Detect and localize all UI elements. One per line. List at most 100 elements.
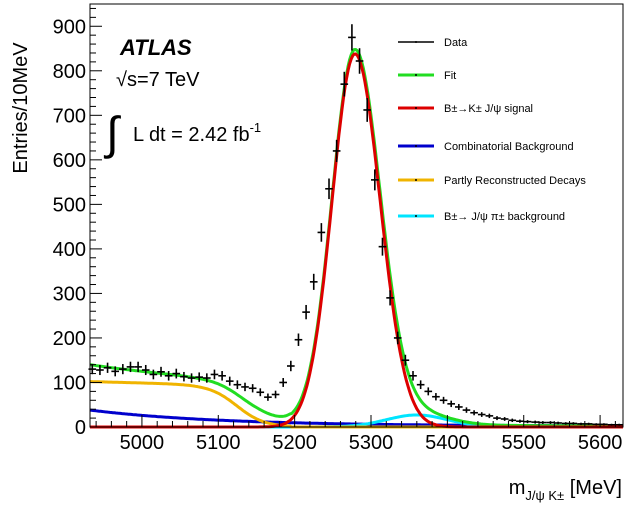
data-point	[485, 413, 494, 419]
axis-ticks	[90, 7, 616, 428]
y-axis-label: Entries/10MeV	[10, 42, 32, 174]
data-point	[546, 421, 555, 424]
x-tick-label: 5600	[578, 432, 623, 454]
tick-labels: 0 100 200 300 400 500 600 700 800 900 5000 5100 5200…	[53, 16, 623, 454]
data-point	[309, 273, 318, 290]
data-point	[218, 371, 226, 381]
y-tick-label: 400	[53, 239, 86, 261]
data-point	[294, 333, 303, 346]
data-point	[348, 24, 356, 51]
y-tick-label: 300	[53, 283, 86, 305]
data-point	[317, 223, 326, 242]
y-tick-label: 500	[53, 194, 86, 216]
data-point	[187, 373, 196, 383]
data-point	[477, 412, 486, 417]
data-point	[119, 364, 127, 375]
data-point	[279, 378, 288, 387]
data-point	[470, 410, 478, 416]
data-point	[493, 416, 501, 421]
data-point	[203, 373, 211, 383]
data-point	[432, 393, 440, 401]
plot-frame	[89, 3, 624, 428]
data-point	[424, 387, 433, 396]
integral-sign: ∫	[103, 107, 121, 159]
x-tick-label: 5400	[425, 432, 470, 454]
legend: Data Fit B±→K± J/ψ signal Combinatorial Bac…	[398, 37, 586, 223]
legend-entry: Combinatorial Background	[398, 141, 574, 153]
data-point	[439, 396, 448, 404]
x-tick-label: 5500	[501, 432, 546, 454]
data-point	[233, 380, 242, 390]
x-tick-label: 5300	[349, 432, 394, 454]
data-point	[256, 388, 265, 397]
data-point	[210, 369, 219, 380]
data-point	[325, 178, 333, 200]
data-point	[141, 364, 150, 376]
data-point	[355, 48, 364, 74]
data-point	[386, 290, 394, 306]
legend-label: Data	[444, 37, 468, 49]
y-tick-label: 0	[75, 417, 86, 439]
data-point	[447, 400, 456, 408]
data-point	[287, 360, 295, 372]
data-point	[111, 366, 120, 377]
data-point	[561, 422, 570, 425]
legend-label: Partly Reconstructed Decays	[444, 175, 586, 187]
data-point	[248, 384, 257, 393]
partly-reco-curve	[90, 380, 623, 429]
data-point	[584, 422, 593, 426]
data-point	[500, 417, 509, 421]
legend-entry: B±→K± J/ψ signal	[398, 103, 533, 115]
data-point	[401, 354, 410, 366]
data-point	[134, 361, 142, 373]
data-point	[409, 371, 417, 381]
legend-entry: Data	[398, 37, 468, 49]
y-tick-label: 600	[53, 150, 86, 172]
data-point	[455, 403, 463, 410]
data-point	[271, 390, 280, 399]
energy-label: √s=7 TeV	[116, 69, 200, 91]
y-tick-label: 100	[53, 372, 86, 394]
data-point	[302, 304, 310, 320]
x-tick-label: 5100	[196, 432, 241, 454]
data-point	[569, 422, 578, 425]
x-tick-label: 5200	[272, 432, 317, 454]
fit-curves	[89, 47, 623, 429]
y-tick-label: 800	[53, 61, 86, 83]
legend-entry: Fit	[398, 70, 456, 82]
data-point	[241, 382, 249, 392]
y-tick-label: 200	[53, 328, 86, 350]
data-point	[462, 407, 471, 413]
legend-label: B±→ J/ψ π± background	[444, 211, 565, 223]
data-point	[180, 371, 188, 382]
data-point	[554, 421, 562, 425]
x-tick-label: 5000	[120, 432, 165, 454]
experiment-label: ATLAS	[119, 35, 192, 60]
data-point	[378, 237, 387, 256]
data-point	[96, 364, 104, 376]
x-axis-label: mJ/ψ K± [MeV]	[509, 477, 622, 503]
y-tick-label: 900	[53, 16, 86, 38]
data-point	[523, 420, 532, 424]
data-point	[592, 423, 601, 426]
legend-label: Fit	[444, 70, 456, 82]
data-point	[516, 419, 524, 423]
legend-entry: B±→ J/ψ π± background	[398, 211, 565, 223]
data-point	[607, 423, 616, 426]
data-point	[164, 371, 173, 381]
data-point	[225, 376, 234, 386]
data-point	[531, 420, 540, 424]
data-point	[393, 331, 402, 345]
data-points	[88, 24, 623, 426]
data-point	[577, 422, 585, 426]
data-point	[371, 169, 379, 191]
fit-curve	[89, 47, 623, 428]
data-point	[332, 139, 341, 163]
data-point	[172, 368, 181, 379]
data-point	[508, 418, 517, 423]
data-point	[157, 366, 165, 377]
legend-label: Combinatorial Background	[444, 141, 574, 153]
legend-label: B±→K± J/ψ signal	[444, 103, 533, 115]
signal-curve	[90, 52, 623, 429]
